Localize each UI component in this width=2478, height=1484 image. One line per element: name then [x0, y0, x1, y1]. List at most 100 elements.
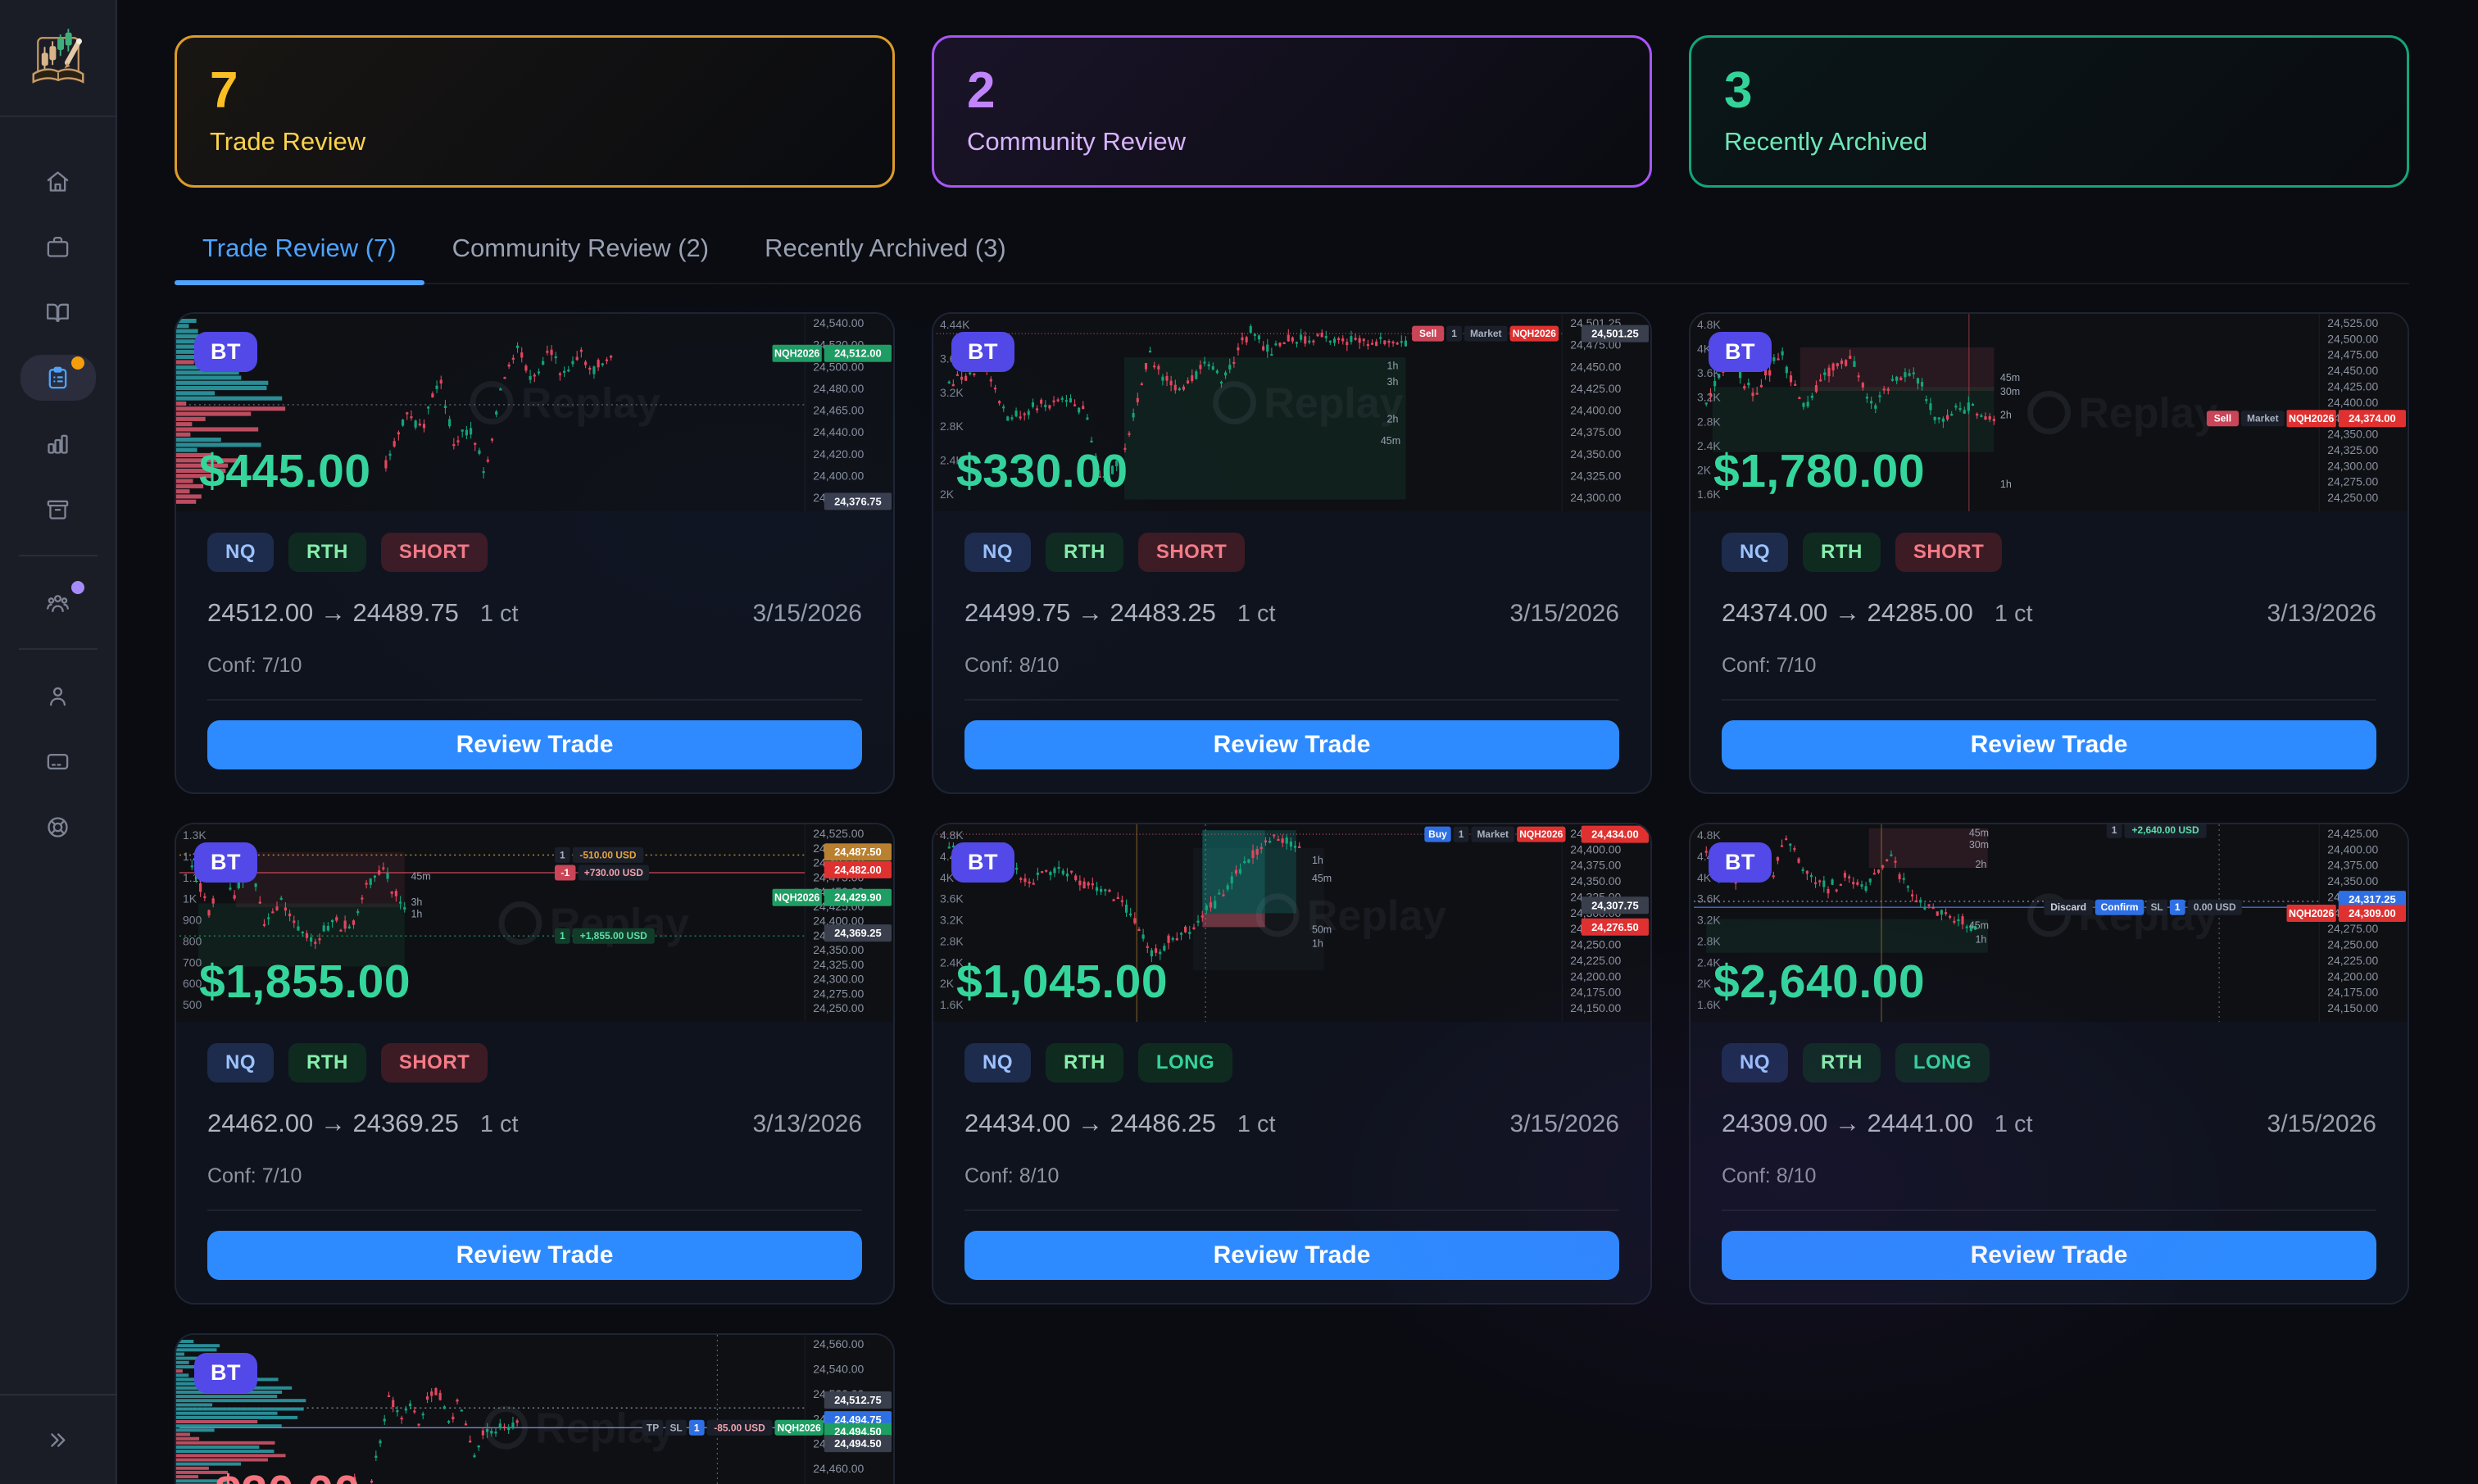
svg-text:24,200.00: 24,200.00 — [1570, 969, 1621, 983]
card-info: NQ RTH SHORT 24499.75 → 24483.25 1 ct 3/15… — [933, 511, 1650, 792]
trade-chart-thumbnail: Replay24,560.0024,540.0024,520.0024,512.… — [176, 1335, 893, 1484]
svg-text:3.6K: 3.6K — [1697, 892, 1721, 905]
contract-size: 1 ct — [1237, 601, 1276, 627]
svg-text:24,275.00: 24,275.00 — [813, 987, 864, 1000]
candlestick-chart: Replay24,560.0024,540.0024,520.0024,512.… — [176, 1335, 893, 1484]
card-divider — [964, 699, 1619, 701]
review-trade-button[interactable]: Review Trade — [964, 1231, 1619, 1280]
credit-card-icon — [47, 753, 69, 769]
svg-text:24,494.50: 24,494.50 — [834, 1437, 882, 1450]
svg-text:24,400.00: 24,400.00 — [813, 469, 864, 482]
review-trade-button[interactable]: Review Trade — [207, 720, 862, 769]
sidebar-item-users[interactable] — [20, 579, 96, 625]
sidebar-divider — [18, 648, 98, 650]
sidebar-item-archive[interactable] — [20, 486, 96, 532]
svg-text:24,175.00: 24,175.00 — [2327, 986, 2378, 999]
summary-count: 7 — [210, 62, 238, 119]
svg-text:24,429.90: 24,429.90 — [834, 892, 882, 904]
backtest-badge: BT — [951, 842, 1014, 883]
svg-text:45m: 45m — [1312, 873, 1332, 884]
svg-text:24,525.00: 24,525.00 — [813, 827, 864, 840]
svg-text:24,175.00: 24,175.00 — [1570, 986, 1621, 999]
svg-text:TP: TP — [647, 1422, 659, 1433]
svg-text:2K: 2K — [1697, 463, 1712, 476]
svg-text:2.8K: 2.8K — [1697, 934, 1721, 947]
card-info: NQ RTH SHORT 24462.00 → 24369.25 1 ct 3/13… — [176, 1022, 893, 1303]
sidebar-item-bar-chart[interactable] — [20, 420, 96, 466]
bar-chart-icon — [48, 434, 68, 454]
sidebar-item-life-buoy[interactable] — [20, 804, 96, 850]
tab-community-review[interactable]: Community Review (2) — [452, 234, 710, 262]
trade-card: Replay1.3K1.2K1.1K1K90080070060050024,52… — [175, 823, 895, 1305]
svg-text:24,560.00: 24,560.00 — [813, 1337, 864, 1350]
svg-text:24,460.00: 24,460.00 — [813, 1462, 864, 1475]
svg-text:Replay: Replay — [2078, 892, 2217, 940]
summary-card-recently-archived[interactable]: 3 Recently Archived — [1689, 35, 2409, 188]
svg-text:1h: 1h — [411, 908, 422, 919]
svg-text:Replay: Replay — [1264, 379, 1403, 427]
card-pnl: $2,640.00 — [1713, 955, 1926, 1008]
home-icon — [47, 170, 69, 192]
svg-text:Replay: Replay — [2078, 389, 2217, 437]
sidebar-item-book-open[interactable] — [20, 289, 96, 335]
svg-text:2.4K: 2.4K — [1697, 955, 1721, 969]
svg-text:45m: 45m — [2000, 372, 2020, 383]
tab-trade-review[interactable]: Trade Review (7) — [175, 225, 424, 285]
backtest-badge: BT — [951, 332, 1014, 372]
backtest-badge: BT — [194, 332, 257, 372]
sidebar-item-home[interactable] — [20, 158, 96, 204]
review-trade-button[interactable]: Review Trade — [964, 720, 1619, 769]
svg-text:SL: SL — [669, 1422, 682, 1433]
trade-card: Replay 24,540.00 24,520.00 24,500.00 24,480.… — [175, 312, 895, 794]
entry-exit: 24462.00 → 24369.25 — [207, 1109, 459, 1137]
badge-nq: NQ — [964, 1043, 1031, 1082]
svg-text:24,400.00: 24,400.00 — [1570, 842, 1621, 855]
sidebar-item-user[interactable] — [20, 673, 96, 719]
summary-label: Community Review — [967, 127, 1187, 157]
svg-text:24,425.00: 24,425.00 — [2327, 379, 2378, 393]
svg-text:-1: -1 — [560, 867, 570, 878]
svg-text:1.3K: 1.3K — [183, 828, 206, 842]
contract-size: 1 ct — [479, 601, 519, 627]
entry-exit: 24309.00 → 24441.00 — [1722, 1109, 1973, 1137]
contract-size: 1 ct — [1994, 601, 2033, 627]
sidebar-item-briefcase[interactable] — [20, 224, 96, 270]
badge-nq: NQ — [207, 533, 274, 572]
badge-rth: RTH — [1046, 1043, 1123, 1082]
svg-text:1: 1 — [694, 1422, 700, 1433]
archive-icon — [47, 500, 69, 520]
price-row: 24434.00 → 24486.25 1 ct 3/15/2026 — [964, 1109, 1619, 1138]
svg-text:3.6K: 3.6K — [940, 892, 964, 905]
svg-text:45m: 45m — [1969, 827, 1989, 838]
price-row: 24309.00 → 24441.00 1 ct 3/15/2026 — [1722, 1109, 2376, 1138]
trade-chart-thumbnail: Replay4.8K4.4K4K3.6K3.2K2.8K2.4K2K1.6K24… — [933, 824, 1650, 1022]
card-pnl: $1,045.00 — [956, 955, 1169, 1008]
sidebar-collapse-button[interactable] — [0, 1394, 116, 1484]
summary-card-trade-review[interactable]: 7 Trade Review — [175, 35, 895, 188]
card-divider — [1722, 1209, 2376, 1211]
svg-text:3.2K: 3.2K — [940, 386, 964, 399]
sidebar — [0, 0, 117, 1484]
badge-row: NQ RTH SHORT — [207, 533, 862, 572]
svg-text:2.4K: 2.4K — [940, 955, 964, 969]
svg-text:30m: 30m — [2000, 386, 2020, 397]
app-logo[interactable] — [0, 0, 116, 117]
summary-count: 3 — [1724, 62, 1753, 119]
svg-text:600: 600 — [183, 977, 202, 990]
review-trade-button[interactable]: Review Trade — [1722, 1231, 2376, 1280]
sidebar-item-clipboard[interactable] — [20, 355, 96, 401]
tab-bar: Trade Review (7) Community Review (2) Re… — [175, 225, 2409, 285]
sidebar-item-credit-card[interactable] — [20, 738, 96, 784]
summary-card-community-review[interactable]: 2 Community Review — [932, 35, 1652, 188]
price-row: 24499.75 → 24483.25 1 ct 3/15/2026 — [964, 598, 1619, 628]
price-row: 24462.00 → 24369.25 1 ct 3/13/2026 — [207, 1109, 862, 1138]
svg-text:24,369.25: 24,369.25 — [834, 927, 882, 939]
svg-text:24,525.00: 24,525.00 — [2327, 316, 2378, 329]
svg-text:24,309.00: 24,309.00 — [2349, 907, 2396, 919]
svg-text:24,225.00: 24,225.00 — [1570, 954, 1621, 967]
review-trade-button[interactable]: Review Trade — [1722, 720, 2376, 769]
tab-recently-archived[interactable]: Recently Archived (3) — [765, 234, 1006, 262]
svg-text:4K: 4K — [1697, 343, 1712, 356]
svg-text:3h: 3h — [1387, 376, 1399, 388]
review-trade-button[interactable]: Review Trade — [207, 1231, 862, 1280]
